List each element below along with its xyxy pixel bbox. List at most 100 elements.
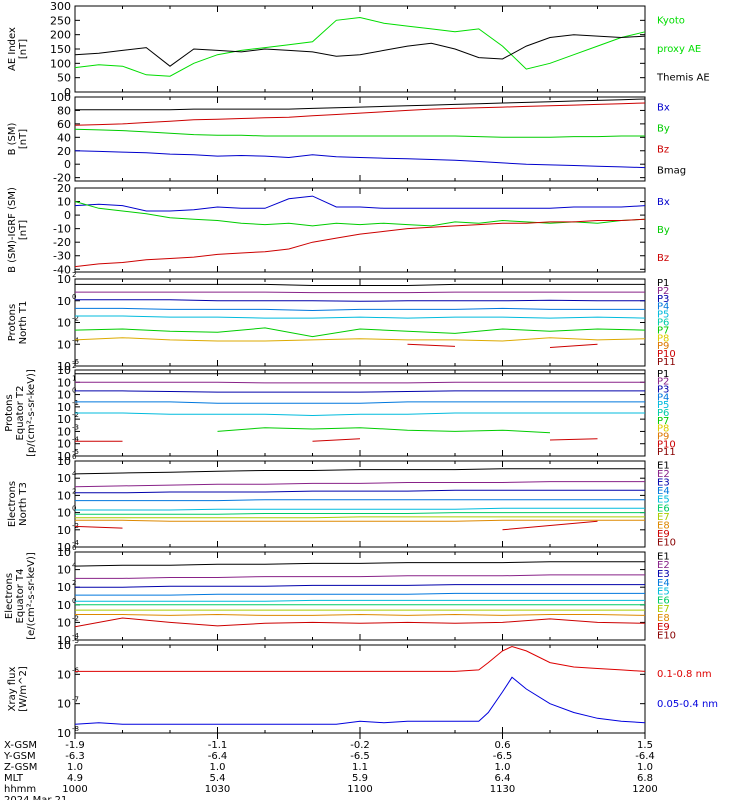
series-themis-ae bbox=[74, 34, 646, 67]
x-row-value: 1030 bbox=[205, 784, 230, 795]
y-tick-label: 10 bbox=[57, 546, 71, 559]
y-axis-label: North T1 bbox=[18, 301, 29, 345]
legend-entry: Bz bbox=[657, 253, 669, 264]
y-tick-label: 100 bbox=[50, 91, 71, 104]
y-tick-label: 10 bbox=[57, 616, 71, 629]
legend-entry: E10 bbox=[657, 631, 676, 642]
legend-entry: E9 bbox=[657, 529, 670, 540]
legend-entry: proxy AE bbox=[657, 44, 701, 55]
y-tick-exponent: 0 bbox=[72, 597, 76, 605]
y-axis-label: [nT] bbox=[18, 129, 29, 149]
y-tick-label: 10 bbox=[57, 295, 71, 308]
series-by bbox=[74, 128, 645, 138]
y-tick-label: 10 bbox=[57, 507, 71, 520]
x-row-value: -6.5 bbox=[493, 751, 513, 762]
y-tick-exponent: -7 bbox=[72, 696, 79, 704]
x-row-value: 1.0 bbox=[67, 762, 83, 773]
y-tick-exponent: -4 bbox=[72, 632, 80, 640]
series-e3 bbox=[75, 489, 645, 494]
y-tick-label: 10 bbox=[57, 450, 71, 463]
x-row-label: MLT bbox=[4, 773, 24, 784]
legend-entry: E1 bbox=[657, 551, 670, 562]
y-tick-label: 10 bbox=[57, 472, 71, 485]
legend-entry: P5 bbox=[657, 310, 669, 321]
legend-entry: By bbox=[657, 124, 670, 135]
series-e1 bbox=[74, 561, 645, 567]
y-tick-label: 10 bbox=[57, 389, 71, 402]
legend-entry: P2 bbox=[657, 377, 669, 388]
y-tick-label: 20 bbox=[57, 145, 71, 158]
series-e2 bbox=[74, 481, 645, 488]
y-tick-exponent: -6 bbox=[72, 666, 80, 674]
legend-entry: P8 bbox=[657, 424, 669, 435]
series-bmag bbox=[75, 98, 646, 111]
x-row-value: -1.9 bbox=[65, 740, 85, 751]
legend-entry: Kyoto bbox=[657, 15, 685, 26]
series-bz bbox=[74, 218, 646, 268]
series-p8 bbox=[74, 337, 646, 342]
x-row-value: 1.0 bbox=[637, 762, 653, 773]
y-tick-label: -30 bbox=[53, 250, 71, 263]
y-tick-label: 50 bbox=[57, 72, 71, 85]
y-tick-label: 10 bbox=[57, 196, 71, 209]
y-axis-label: North T3 bbox=[18, 482, 29, 526]
y-tick-label: 10 bbox=[57, 438, 71, 451]
y-tick-exponent: 2 bbox=[72, 579, 76, 587]
legend-entry: P6 bbox=[657, 318, 669, 329]
y-axis-label: Electrons bbox=[7, 481, 18, 527]
y-axis-label: [p/(cm²-s-sr-keV)] bbox=[26, 369, 37, 457]
y-tick-label: 10 bbox=[57, 401, 71, 414]
y-tick-exponent: 6 bbox=[72, 544, 77, 552]
legend-entry: E8 bbox=[657, 521, 670, 532]
y-tick-exponent: -4 bbox=[72, 436, 80, 444]
y-tick-label: 10 bbox=[57, 317, 71, 330]
series-p10 bbox=[407, 343, 598, 348]
x-row-label: Y-GSM bbox=[3, 751, 36, 762]
y-tick-label: 10 bbox=[57, 581, 71, 594]
series-e8 bbox=[75, 519, 645, 522]
plot-frame bbox=[74, 460, 646, 548]
y-tick-label: 40 bbox=[57, 131, 71, 144]
y-tick-label: 10 bbox=[57, 541, 71, 554]
x-row-value: 1.0 bbox=[210, 762, 226, 773]
x-row-value: 5.9 bbox=[352, 773, 368, 784]
y-tick-label: 10 bbox=[57, 564, 71, 577]
legend-entry: P9 bbox=[657, 431, 669, 442]
series-bz bbox=[74, 102, 646, 126]
x-row-value: 1000 bbox=[62, 784, 87, 795]
y-axis-label: Equator T4 bbox=[15, 569, 26, 624]
y-axis-label: [nT] bbox=[18, 39, 29, 59]
y-tick-label: 10 bbox=[57, 727, 71, 740]
x-row-value: 6.8 bbox=[637, 773, 653, 784]
legend-entry: E6 bbox=[657, 595, 670, 606]
y-tick-label: 10 bbox=[57, 376, 71, 389]
y-tick-exponent: 2 bbox=[72, 362, 76, 370]
y-axis-label: [nT] bbox=[18, 220, 29, 240]
date-label: 2024 Mar 21 bbox=[4, 795, 67, 800]
series-p4 bbox=[75, 401, 645, 404]
y-tick-label: 10 bbox=[57, 639, 71, 652]
y-tick-label: -40 bbox=[53, 263, 71, 276]
x-row-value: -6.3 bbox=[65, 751, 85, 762]
series-bx bbox=[74, 195, 646, 212]
series-p10 bbox=[75, 438, 598, 442]
y-tick-exponent: 2 bbox=[72, 487, 76, 495]
legend-entry: E1 bbox=[657, 460, 670, 471]
series-p5 bbox=[75, 315, 646, 319]
legend-entry: E3 bbox=[657, 569, 670, 580]
legend-entry: P11 bbox=[657, 357, 676, 368]
y-tick-label: 10 bbox=[57, 489, 71, 502]
legend-entry: P5 bbox=[657, 400, 669, 411]
y-tick-label: 10 bbox=[57, 338, 71, 351]
x-axis-annotation: X-GSM -1.9 -1.1 -0.2 0.6 1.5 Y-GSM -6.3 -6.4 -6.5… bbox=[3, 733, 658, 800]
y-tick-exponent: -2 bbox=[72, 522, 79, 530]
legend-entry: P2 bbox=[657, 286, 669, 297]
y-axis-label: Xray flux bbox=[7, 667, 18, 712]
y-axis-label: AE Index bbox=[7, 27, 18, 71]
legend-entry: E5 bbox=[657, 587, 670, 598]
legend-entry: Bx bbox=[657, 197, 670, 208]
